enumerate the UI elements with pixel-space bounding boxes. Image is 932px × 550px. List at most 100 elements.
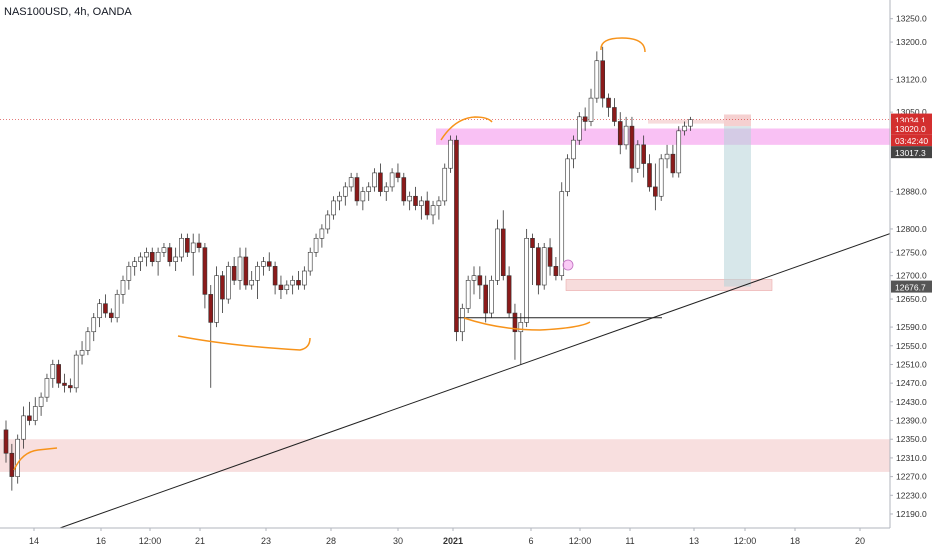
candle-body (132, 261, 137, 267)
candle-body (606, 97, 611, 108)
candle-body (635, 144, 641, 169)
price-label-text: 12676.7 (895, 283, 926, 293)
price-tick-label: 12510.0 (896, 359, 927, 369)
price-tick-label: 12880.0 (896, 187, 927, 197)
candle-body (56, 364, 61, 384)
price-tick-label: 13050.0 (896, 107, 927, 117)
position-target-box (724, 126, 751, 287)
candle-body (641, 144, 646, 164)
candle-body (653, 186, 658, 197)
price-tick-label: 12700.0 (896, 271, 927, 281)
time-tick-label: 20 (855, 536, 865, 546)
candle-body (688, 119, 693, 127)
candle-body (588, 97, 594, 122)
price-tick-label: 12800.0 (896, 224, 927, 234)
candle-body (161, 247, 167, 253)
price-label-text: 03:42:40 (895, 136, 928, 146)
candle-body (600, 60, 606, 99)
candle-body (524, 238, 529, 323)
candle-body (325, 214, 331, 230)
price-tick-label: 12190.0 (896, 509, 927, 519)
candle-body (682, 125, 687, 132)
price-label-box (891, 146, 932, 159)
orange-annotation (463, 317, 591, 331)
candle-body (331, 200, 336, 216)
candle-body (395, 172, 401, 178)
candle-body (536, 247, 541, 286)
candle-body (559, 191, 565, 276)
candle-body (91, 317, 97, 333)
candle-body (73, 354, 79, 389)
candle-body (500, 228, 506, 276)
candle-body (582, 116, 588, 122)
candle-body (231, 266, 237, 281)
candle-body (185, 238, 190, 253)
time-tick-label: 21 (195, 536, 205, 546)
demand-zone (0, 439, 890, 472)
candle-body (85, 331, 91, 351)
price-label-text: 13017.3 (895, 148, 926, 158)
candle-body (442, 167, 448, 202)
time-tick-label: 30 (393, 536, 403, 546)
time-tick-label: 12:00 (569, 536, 592, 546)
candle-body (3, 429, 9, 454)
trendline (59, 233, 891, 529)
candle-body (495, 228, 500, 281)
time-tick-label: 13 (689, 536, 699, 546)
zones-layer (0, 114, 890, 472)
candle-body (21, 415, 26, 440)
candle-body (571, 139, 576, 160)
price-tick-label: 12350.0 (896, 434, 927, 444)
candle-body (676, 130, 682, 174)
candle-body (27, 415, 32, 421)
price-tick-label: 13120.0 (896, 74, 927, 84)
candle-body (541, 247, 547, 286)
candle-body (506, 275, 512, 314)
candle-body (594, 60, 600, 99)
candle-body (15, 438, 20, 477)
candle-body (114, 294, 120, 319)
candle-body (226, 266, 231, 300)
candle-body (360, 191, 366, 202)
price-tick-label: 12550.0 (896, 341, 927, 351)
price-tick-label: 12270.0 (896, 472, 927, 482)
candle-body (307, 252, 313, 272)
candle-body (202, 247, 208, 295)
candle-body (612, 107, 617, 122)
orange-annotation (440, 116, 493, 141)
candle-body (459, 308, 465, 333)
candle-body (413, 195, 418, 206)
price-tick-label: 13200.0 (896, 37, 927, 47)
candle-body (530, 238, 535, 248)
candle-body (266, 261, 272, 267)
candle-body (9, 452, 15, 477)
candle-body (565, 158, 570, 192)
candle-body (50, 364, 56, 379)
candle-body (401, 177, 407, 202)
candle-body (179, 238, 184, 258)
candle-body (138, 256, 143, 262)
candle-body (366, 186, 372, 192)
candle-body (220, 275, 225, 300)
candle-body (518, 322, 524, 333)
candle-body (32, 406, 38, 421)
price-tick-label: 12650.0 (896, 294, 927, 304)
candle-body (208, 294, 214, 323)
price-tick-label: 12470.0 (896, 378, 927, 388)
candle-body (419, 200, 424, 206)
candle-body (243, 256, 249, 286)
candles-layer (3, 46, 693, 491)
candle-body (477, 275, 483, 286)
price-tick-label: 12750.0 (896, 247, 927, 257)
candle-body (670, 153, 676, 174)
time-tick-label: 6 (528, 536, 533, 546)
candle-body (296, 280, 301, 286)
candle-body (448, 139, 453, 169)
candle-body (103, 303, 108, 314)
candle-body (214, 275, 219, 323)
time-tick-label: 23 (261, 536, 271, 546)
candle-body (278, 284, 284, 290)
candle-body (617, 121, 623, 146)
